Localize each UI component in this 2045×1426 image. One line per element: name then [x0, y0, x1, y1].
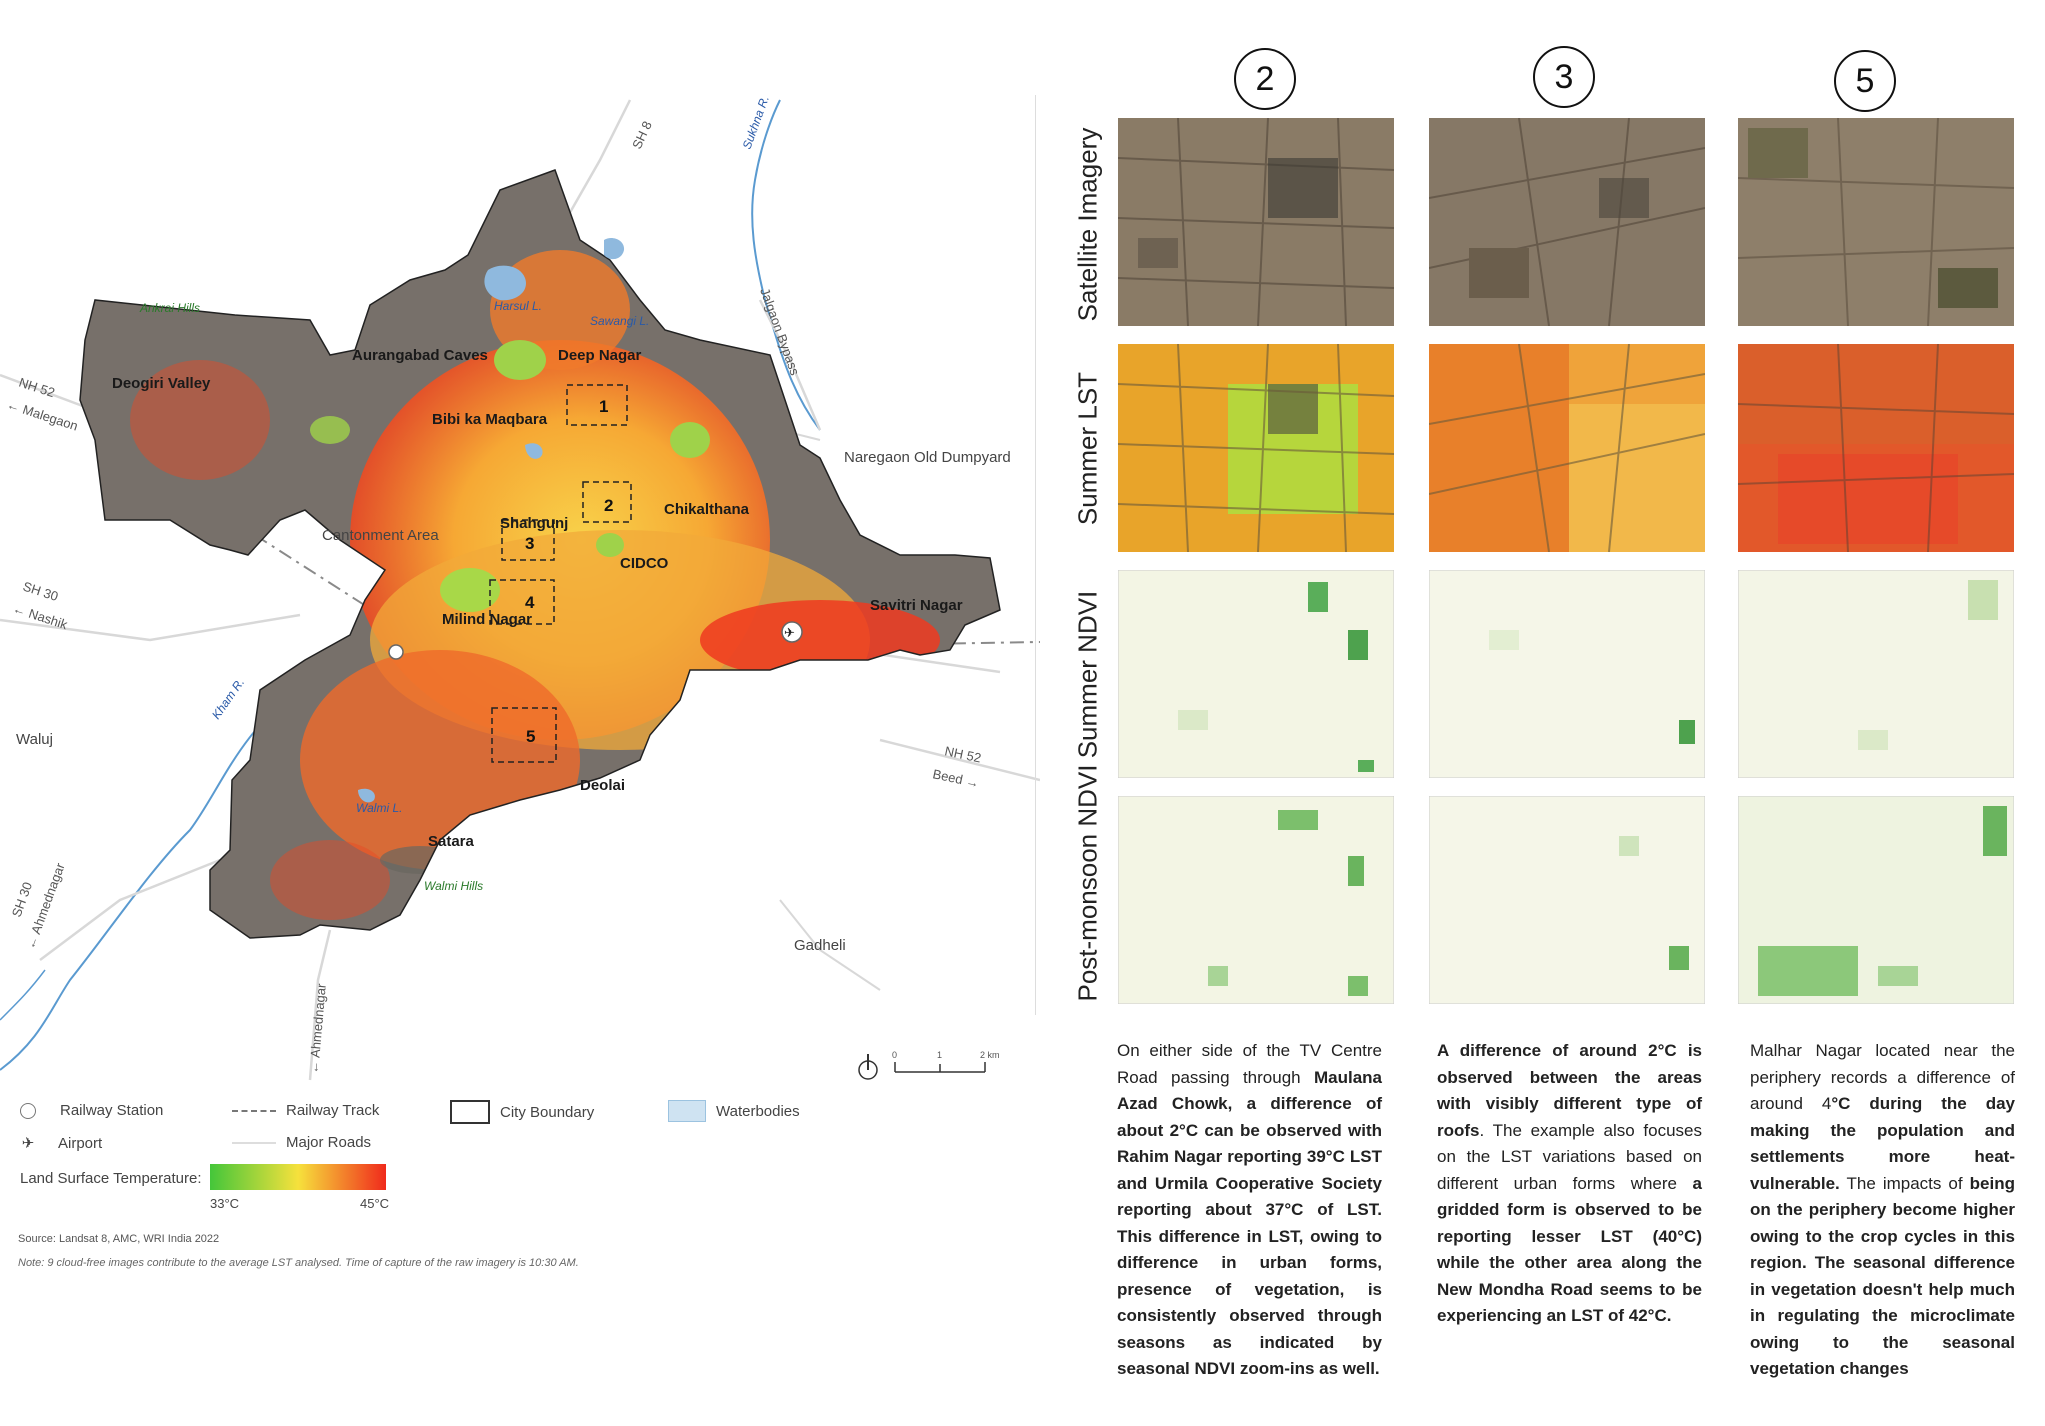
source-note: Source: Landsat 8, AMC, WRI India 2022 [18, 1233, 220, 1245]
label-gadheli: Gadheli [794, 937, 846, 954]
scale-bar: 0 1 2 km [892, 1050, 1000, 1073]
tile-summer-ndvi-2 [1118, 570, 1394, 778]
tile-lst-3 [1429, 344, 1705, 552]
tile-pm-ndvi-2 [1118, 796, 1394, 1004]
label-satara: Satara [428, 833, 475, 850]
column-badge-2: 2 [1234, 48, 1296, 110]
column-badge-5: 5 [1834, 50, 1896, 112]
tile-summer-ndvi-3 [1429, 570, 1705, 778]
legend-major-roads: Major Roads [286, 1134, 372, 1151]
label-deep-nagar: Deep Nagar [558, 347, 642, 364]
tile-summer-ndvi-5 [1738, 570, 2014, 778]
railway-station-icon [20, 1102, 36, 1119]
legend-lst-min: 33°C [210, 1196, 240, 1211]
railway-track-icon [232, 1109, 276, 1112]
label-sh30-south: SH 30 [9, 880, 35, 919]
city-boundary-icon [450, 1100, 490, 1124]
legend-railway-track: Railway Track [286, 1102, 380, 1119]
label-sawangi-lake: Sawangi L. [590, 314, 649, 328]
column-badge-3: 3 [1533, 46, 1595, 108]
label-nashik: ← Nashik [11, 601, 70, 633]
tile-satellite-5 [1738, 118, 2014, 326]
north-arrow-icon [858, 1054, 878, 1080]
airport-icon: ✈ [21, 1134, 35, 1152]
box-5-label: 5 [526, 727, 535, 746]
svg-text:0: 0 [892, 1050, 897, 1060]
desc5-text-2: The impacts of [1839, 1173, 1970, 1193]
label-walmi-hills: Walmi Hills [424, 879, 483, 893]
row-label-summer-lst: Summer LST [1072, 371, 1103, 526]
city-lst-map: ✈ 1 2 3 4 5 Deep Nagar Deogiri Valley Au… [0, 94, 1040, 1081]
description-area-3: A difference of around 2°C is observed b… [1437, 1038, 1702, 1330]
legend-lst-title: Land Surface Temperature: [20, 1170, 202, 1187]
desc3-text-1: . The example also focuses on the LST va… [1437, 1120, 1702, 1193]
label-sukhna-river: Sukhna R. [740, 94, 772, 151]
tile-lst-5 [1738, 344, 2014, 552]
label-cantonment: Cantonment Area [322, 527, 439, 544]
legend-airport: Airport [58, 1134, 103, 1152]
label-beed: Beed → [931, 766, 980, 790]
tile-satellite-3 [1429, 118, 1705, 326]
label-harsul-lake: Harsul L. [494, 299, 542, 313]
label-shahgunj: Shahgunj [500, 515, 568, 532]
legend-waterbodies: Waterbodies [716, 1102, 800, 1120]
legend-railway-station: Railway Station [60, 1102, 164, 1119]
box-4-label: 4 [525, 593, 535, 612]
legend-city-boundary: City Boundary [500, 1103, 595, 1121]
major-roads-icon [232, 1141, 276, 1144]
label-chikalthana: Chikalthana [664, 501, 750, 518]
label-ahmednagar-sw: ← Ahmednagar [23, 860, 68, 951]
desc5-bold-2: being on the periphery become higher owi… [1750, 1173, 2015, 1379]
label-deolai: Deolai [580, 777, 625, 794]
desc2-bold-1: Maulana Azad Chowk, a difference of abou… [1117, 1067, 1382, 1379]
legend-lst-max: 45°C [360, 1196, 390, 1211]
label-kham-river: Kham R. [209, 675, 247, 721]
label-waluj: Waluj [16, 731, 53, 748]
label-aurangabad-caves: Aurangabad Caves [352, 347, 488, 364]
box-3-label: 3 [525, 534, 534, 553]
row-label-postmonsoon-ndvi: Post-monsoon NDVI [1072, 764, 1103, 1002]
description-area-5: Malhar Nagar located near the periphery … [1750, 1038, 2015, 1383]
lst-color-ramp [210, 1164, 386, 1190]
tile-satellite-2 [1118, 118, 1394, 326]
label-ankrai-hills: Ankrai Hills [139, 301, 200, 315]
label-bibi-ka-maqbara: Bibi ka Maqbara [432, 411, 548, 428]
label-sh8: SH 8 [629, 119, 655, 152]
desc5-text-1: Malhar Nagar located near the periphery … [1750, 1041, 2015, 1113]
desc3-bold-2: a gridded form is observed to be reporti… [1437, 1173, 1702, 1326]
label-deogiri-valley: Deogiri Valley [112, 375, 211, 392]
label-ahmednagar-south: ← Ahmednagar [306, 982, 329, 1074]
waterbodies-icon [668, 1100, 706, 1122]
panel-divider [1035, 95, 1036, 1015]
label-savitri-nagar: Savitri Nagar [870, 597, 963, 614]
label-cidco: CIDCO [620, 555, 669, 572]
desc3-bold-1: A difference of around 2°C is observed b… [1437, 1041, 1702, 1140]
imagery-note: Note: 9 cloud-free images contribute to … [18, 1257, 579, 1269]
row-label-summer-ndvi: Summer NDVI [1072, 590, 1103, 759]
desc5-bold-1: °C during the day making the population … [1750, 1094, 2015, 1193]
tile-pm-ndvi-3 [1429, 796, 1705, 1004]
row-label-satellite: Satellite Imagery [1072, 127, 1103, 322]
box-1-label: 1 [599, 397, 608, 416]
label-naregaon: Naregaon Old Dumpyard [844, 449, 1011, 466]
label-nh52-west: NH 52 [17, 375, 57, 401]
label-walmi-lake: Walmi L. [356, 801, 402, 815]
description-area-2: On either side of the TV Centre Road pas… [1117, 1038, 1382, 1383]
label-sh30-west: SH 30 [21, 579, 60, 604]
svg-text:1: 1 [937, 1050, 942, 1060]
svg-text:2 km: 2 km [980, 1050, 1000, 1060]
label-nh52-east: NH 52 [943, 743, 982, 765]
svg-text:✈: ✈ [784, 626, 795, 641]
box-2-label: 2 [604, 496, 613, 515]
label-milind-nagar: Milind Nagar [442, 611, 532, 628]
label-malegaon: ← Malegaon [5, 397, 80, 434]
tile-pm-ndvi-5 [1738, 796, 2014, 1004]
desc2-text-1: On either side of the TV Centre Road pas… [1117, 1041, 1382, 1087]
tile-lst-2 [1118, 344, 1394, 552]
